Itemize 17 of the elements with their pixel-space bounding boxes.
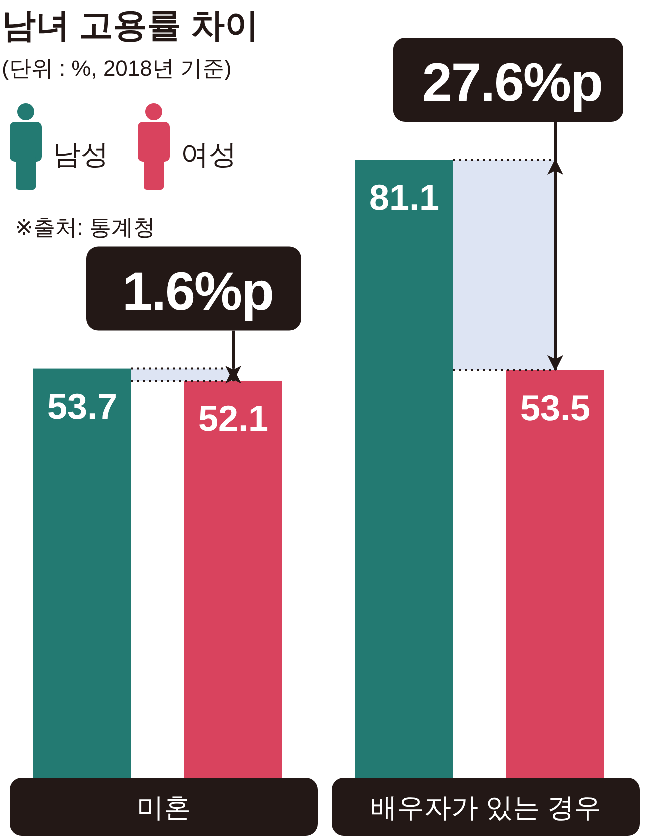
bar (34, 368, 132, 778)
band-label: 1.6%p (122, 262, 274, 322)
legend-label: 남성 (53, 139, 109, 170)
data-label: 81.1 (369, 177, 440, 218)
data-label: 52.1 (198, 398, 269, 439)
legend-label: 여성 (181, 139, 237, 170)
chart-title: 남녀 고용률 차이 (2, 7, 259, 45)
bar (184, 380, 282, 778)
band-label: 27.6%p (422, 53, 602, 113)
chart-subtitle: (단위 : %, 2018년 기준) (2, 56, 232, 81)
bar (356, 160, 454, 778)
data-label: 53.5 (520, 387, 591, 428)
annotation: ※출처: 통계청 (15, 215, 156, 240)
x-tick-label: 미혼 (137, 793, 191, 823)
bar (506, 370, 604, 778)
data-label: 53.7 (47, 386, 118, 427)
x-tick-label: 배우자가 있는 경우 (370, 793, 602, 823)
